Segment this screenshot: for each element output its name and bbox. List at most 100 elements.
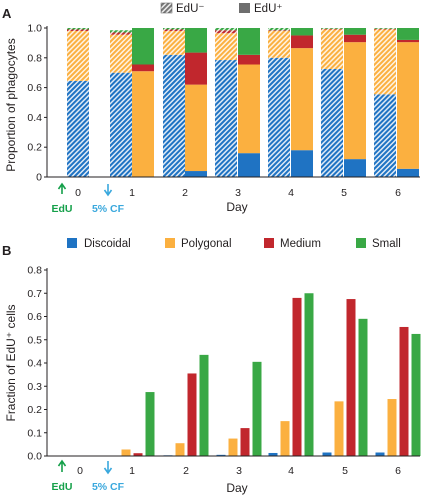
bar-day4-edu-negative-medium	[268, 30, 290, 31]
bar-day5-edu-positive-polygonal	[344, 42, 366, 160]
bar-day6-edu-negative-medium	[374, 28, 396, 30]
bar-day3-edu-negative-polygonal	[215, 33, 237, 61]
bar-day3-edu-positive-discoidal	[238, 153, 260, 177]
bar-day2-edu-positive-discoidal	[185, 171, 207, 177]
bar-day5-discoidal	[322, 452, 332, 456]
bar-day1-edu-negative-medium	[110, 32, 132, 35]
legend-edu-positive-label: EdU⁺	[254, 3, 282, 15]
panel-a-x-tick-label: 1	[129, 187, 135, 199]
bar-day4-edu-negative-small	[268, 28, 290, 31]
bar-day1-edu-positive-medium	[132, 64, 154, 72]
bar-day6-edu-negative-discoidal	[374, 94, 396, 177]
panel-b-y-tick-label: 0.4	[27, 358, 42, 370]
legend-medium-label: Medium	[280, 238, 321, 250]
bar-day1-edu-negative-small	[110, 30, 132, 33]
panel-a-x-tick-label: 5	[341, 187, 347, 199]
panel-b-y-tick-label: 0.7	[27, 288, 42, 300]
bar-day4-edu-positive-medium	[291, 35, 313, 49]
bar-day0-edu-negative-discoidal	[67, 80, 89, 177]
cf-annotation: 5% CF	[92, 203, 125, 215]
panel-b-x-axis: 0 1 2 3 4 5 6	[47, 455, 420, 477]
legend-small-swatch	[356, 238, 366, 248]
panel-a-bars	[67, 28, 419, 177]
panel-a-y-axis: 0 0.2 0.4 0.6 0.8 1.0	[27, 23, 48, 184]
panel-b-y-tick-label: 0.5	[27, 334, 42, 346]
bar-day2-edu-positive-medium	[185, 52, 207, 85]
bar-day3-edu-positive-small	[238, 28, 260, 55]
bar-day1-medium	[133, 453, 143, 456]
panel-a-y-tick-label: 0.4	[27, 112, 42, 124]
bar-day5-edu-negative-medium	[321, 28, 343, 30]
bar-day1-edu-negative-discoidal	[110, 72, 132, 177]
panel-b-x-tick-label: 0	[77, 465, 83, 477]
bar-day6-discoidal	[375, 452, 385, 456]
edu-annotation-b: EdU	[52, 481, 73, 493]
edu-arrow-icon	[57, 182, 67, 194]
bar-day4-edu-negative-discoidal	[268, 57, 290, 177]
cf-annotation-b: 5% CF	[92, 481, 125, 493]
panel-a-x-tick-label: 0	[75, 187, 81, 199]
bar-day3-small	[252, 361, 262, 456]
legend-edu-negative-label: EdU⁻	[176, 3, 204, 15]
panel-a-y-tick-label: 0	[36, 172, 42, 184]
bar-day3-edu-positive-polygonal	[238, 64, 260, 154]
bar-day5-edu-negative-discoidal	[321, 68, 343, 177]
panel-b-x-tick-label: 2	[183, 465, 189, 477]
panel-a-x-tick-label: 6	[395, 187, 401, 199]
panel-a-annotations: EdU 5% CF	[52, 182, 125, 215]
bar-day6-polygonal	[387, 399, 397, 456]
bar-day6-edu-positive-medium	[397, 39, 419, 43]
bar-day4-small	[304, 293, 314, 456]
panel-b-y-tick-label: 0.6	[27, 311, 42, 323]
bar-day6-edu-positive-polygonal	[397, 42, 419, 169]
bar-day5-edu-positive-medium	[344, 34, 366, 43]
panel-a-x-axis: 0 1 2 3 4 5 6	[47, 176, 420, 199]
legend-small-label: Small	[372, 238, 401, 250]
bar-day3-edu-negative-medium	[215, 30, 237, 34]
bar-day1-edu-positive-polygonal	[132, 71, 154, 177]
bar-day6-small	[411, 333, 421, 456]
bar-day2-edu-negative-medium	[163, 29, 185, 31]
panel-a-y-tick-label: 0.8	[27, 52, 42, 64]
legend-polygonal-swatch	[165, 238, 175, 248]
bar-day4-edu-positive-discoidal	[291, 150, 313, 177]
bar-day2-edu-negative-small	[163, 28, 185, 30]
panel-b-y-tick-label: 0.2	[27, 404, 42, 416]
panel-b-chart: B Fraction of EdU⁺ cells Discoidal Polyg…	[2, 238, 421, 495]
panel-b-y-tick-label: 0.3	[27, 381, 42, 393]
panel-b-x-tick-label: 3	[236, 465, 242, 477]
panel-b-x-axis-label: Day	[226, 481, 247, 495]
panel-a-y-axis-label: Proportion of phagocytes	[4, 38, 18, 171]
bar-day4-edu-positive-polygonal	[291, 48, 313, 151]
panel-a-y-tick-label: 0.2	[27, 142, 42, 154]
bar-day5-edu-negative-small	[321, 28, 343, 29]
bar-day3-edu-negative-discoidal	[215, 60, 237, 177]
bar-day2-small	[199, 354, 209, 456]
bar-day2-medium	[187, 373, 197, 456]
bar-day3-polygonal	[228, 438, 238, 456]
bar-day6-edu-negative-polygonal	[374, 29, 396, 95]
bar-day1-small	[145, 392, 155, 456]
panel-b-x-tick-label: 1	[129, 465, 135, 477]
bar-day3-edu-negative-small	[215, 28, 237, 31]
bar-day6-edu-positive-small	[397, 28, 419, 40]
bar-day2-edu-positive-small	[185, 28, 207, 53]
panel-b-y-axis: 0.0 0.1 0.2 0.3 0.4 0.5 0.6 0.7 0.8	[27, 265, 48, 463]
panel-a-label: A	[2, 6, 12, 21]
bar-day2-edu-negative-polygonal	[163, 30, 185, 55]
bar-day5-edu-positive-discoidal	[344, 159, 366, 177]
bar-day1-polygonal	[121, 449, 131, 456]
panel-b-y-tick-label: 0.8	[27, 265, 42, 277]
edu-annotation: EdU	[52, 203, 73, 215]
bar-day4-edu-negative-polygonal	[268, 30, 290, 58]
panel-b-legend: Discoidal Polygonal Medium Small	[67, 238, 401, 250]
bar-day4-medium	[292, 297, 302, 456]
panel-b-x-tick-label: 4	[288, 465, 294, 477]
legend-edu-negative-swatch	[160, 2, 173, 14]
panel-a-x-axis-label: Day	[226, 200, 247, 214]
bar-day3-medium	[240, 428, 250, 456]
bar-day2-polygonal	[175, 443, 185, 456]
panel-b-bars	[121, 293, 421, 457]
panel-b-y-tick-label: 0.1	[27, 427, 42, 439]
cf-arrow-icon-b	[103, 461, 113, 475]
